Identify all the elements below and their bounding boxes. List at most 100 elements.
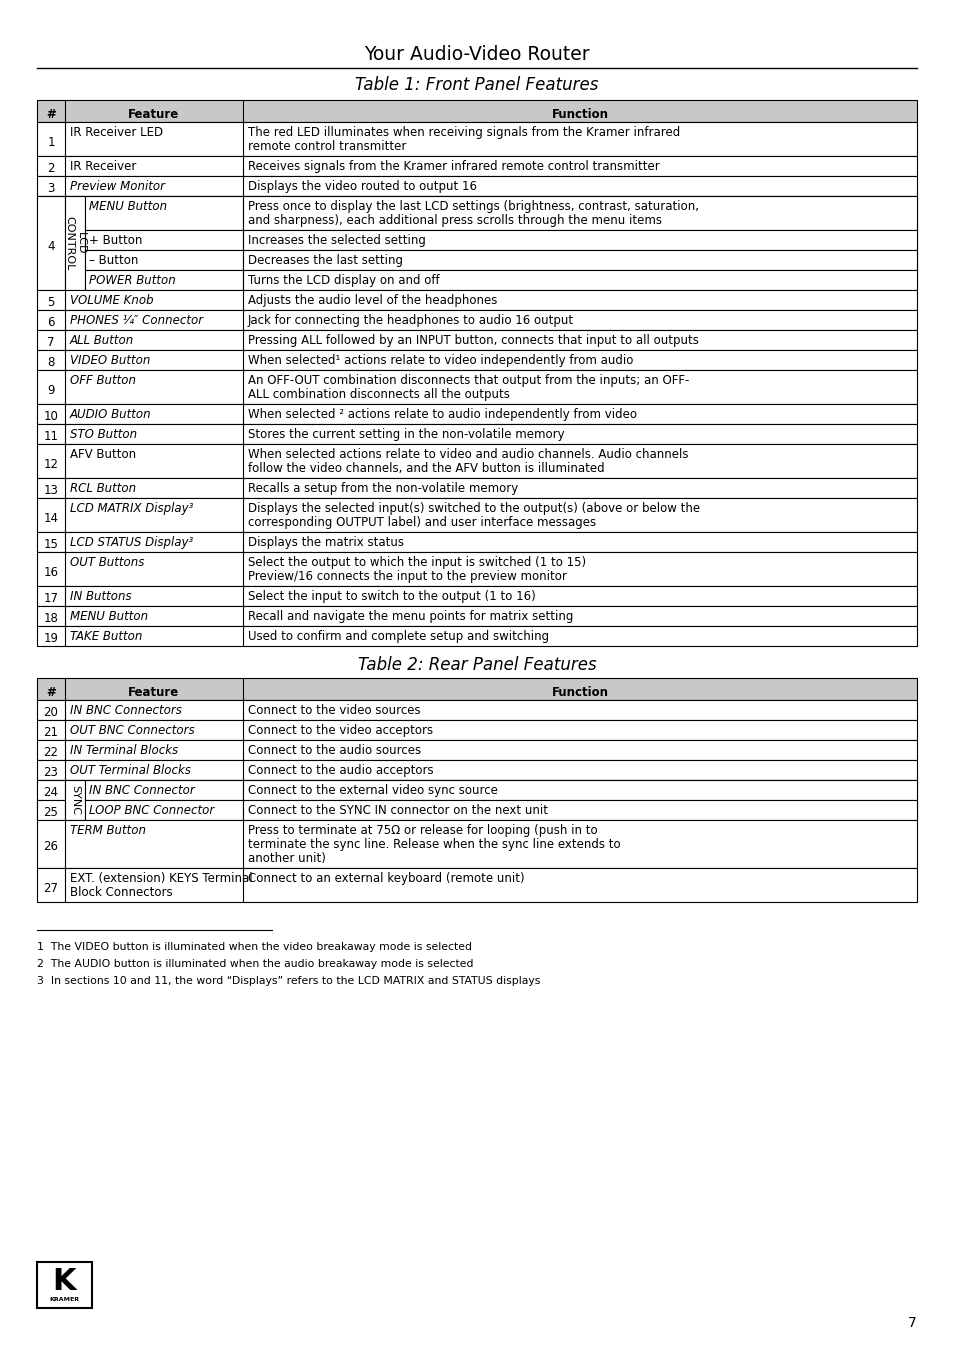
Text: terminate the sync line. Release when the sync line extends to: terminate the sync line. Release when th…	[248, 838, 620, 852]
Text: Receives signals from the Kramer infrared remote control transmitter: Receives signals from the Kramer infrare…	[248, 160, 659, 173]
Text: Table 2: Rear Panel Features: Table 2: Rear Panel Features	[357, 655, 596, 674]
Text: 12: 12	[44, 458, 58, 470]
Bar	[37, 678, 916, 700]
Bar	[37, 720, 916, 741]
Text: 2: 2	[48, 162, 54, 176]
Text: 5: 5	[48, 297, 54, 310]
Text: STO Button: STO Button	[70, 428, 137, 441]
Text: Connect to the video acceptors: Connect to the video acceptors	[248, 724, 433, 737]
Bar	[37, 741, 916, 760]
Text: Select the output to which the input is switched (1 to 15): Select the output to which the input is …	[248, 556, 585, 569]
Bar	[85, 800, 243, 821]
Bar	[37, 176, 916, 196]
Text: Select the input to switch to the output (1 to 16): Select the input to switch to the output…	[248, 590, 536, 603]
Bar	[37, 700, 916, 720]
Text: 9: 9	[48, 383, 54, 397]
Text: Connect to the external video sync source: Connect to the external video sync sourc…	[248, 784, 497, 798]
Text: OUT Terminal Blocks: OUT Terminal Blocks	[70, 764, 191, 777]
Text: 24: 24	[44, 787, 58, 799]
Text: An OFF-OUT combination disconnects that output from the inputs; an OFF-: An OFF-OUT combination disconnects that …	[248, 374, 689, 387]
Text: 13: 13	[44, 485, 58, 497]
Text: MENU Button: MENU Button	[70, 611, 148, 623]
Bar	[37, 196, 916, 290]
Text: Used to confirm and complete setup and switching: Used to confirm and complete setup and s…	[248, 630, 549, 643]
Text: – Button: – Button	[89, 255, 138, 267]
Text: LOOP BNC Connector: LOOP BNC Connector	[89, 804, 214, 816]
Text: 4: 4	[48, 240, 54, 252]
Text: 21: 21	[44, 727, 58, 739]
Text: 1  The VIDEO button is illuminated when the video breakaway mode is selected: 1 The VIDEO button is illuminated when t…	[37, 942, 472, 952]
Text: 20: 20	[44, 707, 58, 719]
Bar	[65, 196, 85, 290]
Text: Connect to the audio acceptors: Connect to the audio acceptors	[248, 764, 434, 777]
Text: When selected¹ actions relate to video independently from audio: When selected¹ actions relate to video i…	[248, 353, 633, 367]
Text: LCD STATUS Display³: LCD STATUS Display³	[70, 536, 193, 548]
Text: Connect to an external keyboard (remote unit): Connect to an external keyboard (remote …	[248, 872, 524, 886]
Bar	[37, 626, 916, 646]
Text: 2  The AUDIO button is illuminated when the audio breakaway mode is selected: 2 The AUDIO button is illuminated when t…	[37, 959, 473, 969]
Bar	[85, 269, 243, 290]
Text: KRAMER: KRAMER	[50, 1297, 79, 1303]
Bar	[65, 780, 85, 821]
Text: IR Receiver: IR Receiver	[70, 160, 136, 173]
Bar	[85, 250, 243, 269]
Text: IN BNC Connector: IN BNC Connector	[89, 784, 194, 798]
Text: 19: 19	[44, 632, 58, 646]
Bar	[37, 370, 916, 403]
Bar	[37, 424, 916, 444]
Text: 22: 22	[44, 746, 58, 760]
Text: 3  In sections 10 and 11, the word “Displays” refers to the LCD MATRIX and STATU: 3 In sections 10 and 11, the word “Displ…	[37, 976, 539, 986]
Text: IR Receiver LED: IR Receiver LED	[70, 126, 163, 139]
Text: AFV Button: AFV Button	[70, 448, 136, 460]
Text: Displays the matrix status: Displays the matrix status	[248, 536, 403, 548]
Text: 16: 16	[44, 566, 58, 578]
Text: 15: 15	[44, 539, 58, 551]
Text: ALL Button: ALL Button	[70, 334, 134, 347]
Text: follow the video channels, and the AFV button is illuminated: follow the video channels, and the AFV b…	[248, 462, 604, 475]
Text: AUDIO Button: AUDIO Button	[70, 408, 152, 421]
Text: Connect to the video sources: Connect to the video sources	[248, 704, 420, 718]
Text: Block Connectors: Block Connectors	[70, 886, 172, 899]
Bar	[37, 868, 916, 902]
Text: Function: Function	[551, 685, 608, 699]
Text: 6: 6	[48, 317, 54, 329]
Bar	[37, 780, 65, 800]
Text: Pressing ALL followed by an INPUT button, connects that input to all outputs: Pressing ALL followed by an INPUT button…	[248, 334, 699, 347]
Text: Feature: Feature	[129, 107, 179, 121]
Bar	[37, 760, 916, 780]
Text: IN Terminal Blocks: IN Terminal Blocks	[70, 743, 178, 757]
Text: Preview Monitor: Preview Monitor	[70, 180, 165, 194]
Text: 7: 7	[907, 1316, 916, 1330]
Text: When selected actions relate to video and audio channels. Audio channels: When selected actions relate to video an…	[248, 448, 688, 460]
Text: Decreases the last setting: Decreases the last setting	[248, 255, 402, 267]
Text: 23: 23	[44, 766, 58, 780]
Text: Your Audio-Video Router: Your Audio-Video Router	[364, 45, 589, 64]
Bar	[37, 532, 916, 552]
Text: Press to terminate at 75Ω or release for looping (push in to: Press to terminate at 75Ω or release for…	[248, 825, 597, 837]
Bar	[37, 330, 916, 349]
Text: Recall and navigate the menu points for matrix setting: Recall and navigate the menu points for …	[248, 611, 573, 623]
Bar	[37, 478, 916, 498]
Bar	[37, 310, 916, 330]
Text: Recalls a setup from the non-volatile memory: Recalls a setup from the non-volatile me…	[248, 482, 517, 496]
Bar	[37, 498, 916, 532]
Bar	[37, 100, 916, 122]
Bar	[85, 196, 243, 230]
Text: OUT Buttons: OUT Buttons	[70, 556, 144, 569]
Text: SYNC: SYNC	[70, 785, 80, 815]
Bar	[243, 196, 916, 230]
Text: 11: 11	[44, 431, 58, 444]
Bar	[37, 122, 916, 156]
Bar	[37, 1262, 91, 1308]
Text: The red LED illuminates when receiving signals from the Kramer infrared: The red LED illuminates when receiving s…	[248, 126, 679, 139]
Bar	[37, 156, 916, 176]
Text: IN BNC Connectors: IN BNC Connectors	[70, 704, 182, 718]
Bar	[243, 800, 916, 821]
Text: TAKE Button: TAKE Button	[70, 630, 142, 643]
Text: + Button: + Button	[89, 234, 142, 246]
Text: 14: 14	[44, 512, 58, 524]
Text: #: #	[46, 685, 56, 699]
Text: Adjusts the audio level of the headphones: Adjusts the audio level of the headphone…	[248, 294, 497, 307]
Text: #: #	[46, 107, 56, 121]
Text: K: K	[52, 1267, 76, 1296]
